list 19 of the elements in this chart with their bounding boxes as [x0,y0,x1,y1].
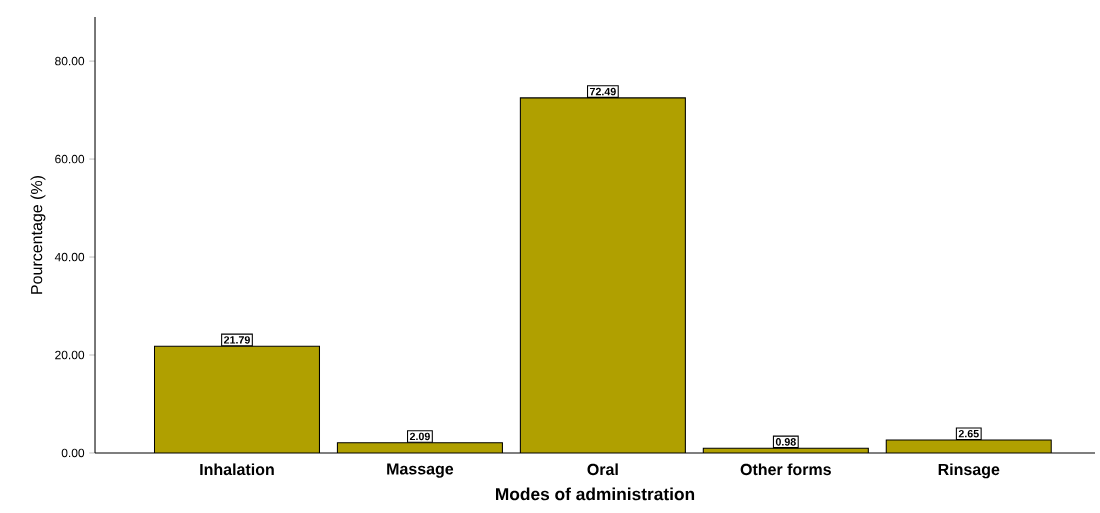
y-tick-label: 40.00 [54,252,85,262]
data-label: 72.49 [589,87,616,96]
y-tick-label: 20.00 [55,350,85,360]
y-tick-label: 60.00 [55,154,85,164]
x-tick-label: Other forms [740,463,831,476]
data-label: 21.79 [224,336,250,344]
y-tick-label: 80.00 [55,56,85,66]
data-label: 2.65 [958,429,979,438]
x-axis-title: Modes of administration [496,487,695,501]
y-axis-title: Pourcentage (%) [30,176,46,294]
y-tick-label: 0.00 [61,448,85,458]
x-tick-label: Oral [587,463,618,476]
x-tick-label: Massage [387,463,454,478]
data-label: 2.09 [409,432,430,441]
bar [154,346,320,453]
bar [520,97,686,453]
data-label: 0.98 [775,438,796,446]
x-tick-label: Rinsage [938,463,1000,479]
x-tick-label: Inhalation [200,463,274,476]
